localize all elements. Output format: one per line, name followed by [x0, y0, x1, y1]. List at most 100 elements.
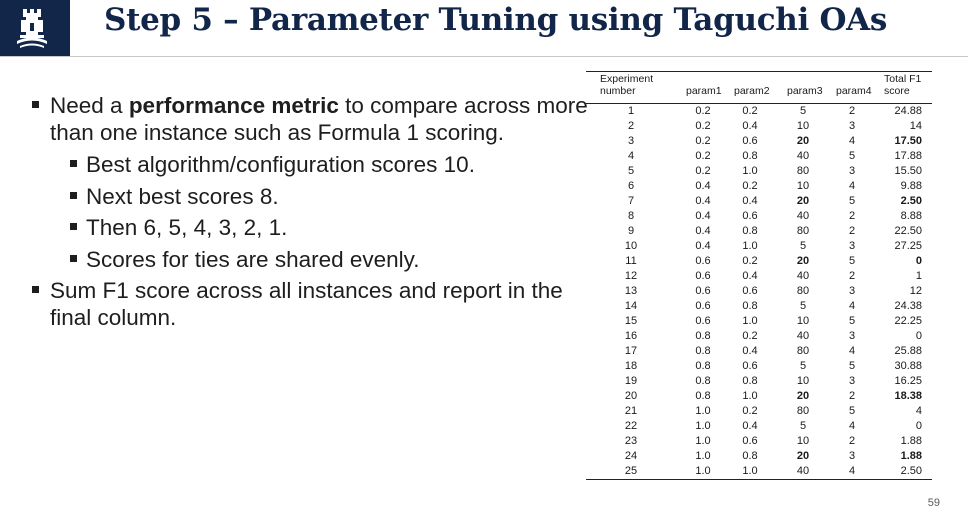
cell-param2: 1.0: [742, 165, 758, 177]
cell-param4: 3: [848, 165, 856, 177]
table-row: 4 0.2 0.8 40 5 17.88: [586, 149, 932, 164]
cell-param2: 0.8: [742, 300, 758, 312]
cell-total-f1: 1.88: [900, 450, 922, 462]
cell-param1: 0.2: [695, 105, 711, 117]
cell-param4: 2: [848, 210, 856, 222]
cell-total-f1: 14: [909, 120, 922, 132]
cell-param4: 4: [848, 135, 856, 147]
cell-experiment: 20: [624, 390, 638, 402]
cell-param1: 0.2: [695, 135, 711, 147]
cell-total-f1: 24.88: [894, 105, 922, 117]
cell-total-f1: 17.50: [894, 135, 922, 147]
cell-total-f1: 8.88: [900, 210, 922, 222]
table-header: Experiment number param1 param2 param3 pa…: [586, 71, 932, 104]
cell-param3: 20: [796, 390, 810, 402]
header-total-f1: Total F1 score: [884, 73, 922, 97]
header-param3: param3: [787, 85, 823, 97]
bullet-list: Need a performance metric to compare acr…: [30, 92, 590, 336]
cell-param1: 0.6: [695, 300, 711, 312]
cell-param3: 5: [799, 240, 807, 252]
cell-experiment: 8: [627, 210, 635, 222]
cell-experiment: 21: [624, 405, 638, 417]
cell-param4: 2: [848, 225, 856, 237]
cell-experiment: 6: [627, 180, 635, 192]
cell-experiment: 15: [624, 315, 638, 327]
header-param4: param4: [836, 85, 872, 97]
table-row: 15 0.6 1.0 10 5 22.25: [586, 314, 932, 329]
bullet-text-post: to compare across more than one instance…: [50, 93, 588, 145]
cell-param4: 5: [848, 255, 856, 267]
table-row: 19 0.8 0.8 10 3 16.25: [586, 374, 932, 389]
cell-param2: 0.6: [742, 210, 758, 222]
table-row: 12 0.6 0.4 40 2 1: [586, 269, 932, 284]
cell-param3: 80: [796, 345, 810, 357]
cell-param1: 0.4: [695, 180, 711, 192]
cell-experiment: 18: [624, 360, 638, 372]
cell-param3: 40: [796, 270, 810, 282]
cell-total-f1: 0: [915, 255, 922, 267]
cell-param2: 0.2: [742, 105, 758, 117]
castle-logo-icon: [17, 9, 47, 48]
cell-experiment: 10: [624, 240, 638, 252]
table-row: 23 1.0 0.6 10 2 1.88: [586, 434, 932, 449]
cell-param1: 0.8: [695, 360, 711, 372]
table-row: 8 0.4 0.6 40 2 8.88: [586, 209, 932, 224]
bullet-text: Sum F1 score across all instances and re…: [50, 278, 563, 330]
cell-param1: 0.6: [695, 270, 711, 282]
cell-param3: 40: [796, 465, 810, 477]
cell-param2: 0.8: [742, 225, 758, 237]
cell-param2: 0.2: [742, 330, 758, 342]
cell-experiment: 13: [624, 285, 638, 297]
header-param1: param1: [686, 85, 722, 97]
cell-total-f1: 1.88: [900, 435, 922, 447]
cell-experiment: 14: [624, 300, 638, 312]
cell-param4: 5: [848, 360, 856, 372]
cell-param3: 5: [799, 360, 807, 372]
cell-param4: 5: [848, 195, 856, 207]
cell-param3: 40: [796, 150, 810, 162]
cell-param2: 0.6: [742, 360, 758, 372]
cell-total-f1: 27.25: [894, 240, 922, 252]
cell-total-f1: 4: [915, 405, 922, 417]
cell-total-f1: 1: [915, 270, 922, 282]
cell-total-f1: 17.88: [894, 150, 922, 162]
table-row: 25 1.0 1.0 40 4 2.50: [586, 464, 932, 479]
cell-param4: 5: [848, 315, 856, 327]
table-row: 24 1.0 0.8 20 3 1.88: [586, 449, 932, 464]
cell-param1: 0.4: [695, 240, 711, 252]
bullet-marker-icon: [32, 101, 39, 108]
cell-param4: 2: [848, 105, 856, 117]
bullet-text-pre: Need a: [50, 93, 129, 118]
header-param2: param2: [734, 85, 770, 97]
cell-param3: 40: [796, 330, 810, 342]
subbullet-then-scores: Then 6, 5, 4, 3, 2, 1.: [30, 214, 590, 241]
cell-param4: 3: [848, 450, 856, 462]
cell-param1: 0.6: [695, 315, 711, 327]
cell-experiment: 2: [627, 120, 635, 132]
cell-total-f1: 0: [915, 330, 922, 342]
cell-param4: 4: [848, 345, 856, 357]
table-row: 5 0.2 1.0 80 3 15.50: [586, 164, 932, 179]
table-row: 6 0.4 0.2 10 4 9.88: [586, 179, 932, 194]
table-row: 17 0.8 0.4 80 4 25.88: [586, 344, 932, 359]
table-row: 22 1.0 0.4 5 4 0: [586, 419, 932, 434]
cell-param1: 0.4: [695, 210, 711, 222]
bullet-marker-icon: [32, 286, 39, 293]
cell-param1: 0.6: [695, 255, 711, 267]
table-row: 11 0.6 0.2 20 5 0: [586, 254, 932, 269]
cell-param2: 1.0: [742, 465, 758, 477]
table-row: 14 0.6 0.8 5 4 24.38: [586, 299, 932, 314]
bullet-marker-icon: [70, 160, 77, 167]
cell-param3: 10: [796, 120, 810, 132]
cell-experiment: 23: [624, 435, 638, 447]
cell-param3: 40: [796, 210, 810, 222]
cell-param1: 1.0: [695, 465, 711, 477]
cell-param3: 80: [796, 285, 810, 297]
table-row: 10 0.4 1.0 5 3 27.25: [586, 239, 932, 254]
cell-param2: 1.0: [742, 390, 758, 402]
cell-param1: 0.2: [695, 165, 711, 177]
cell-param3: 5: [799, 105, 807, 117]
cell-param2: 0.8: [742, 450, 758, 462]
table-body: 1 0.2 0.2 5 2 24.88 2 0.2 0.4 10 3 14 3 0.2 0.6 20 4 17.5…: [586, 104, 932, 480]
cell-param4: 2: [848, 270, 856, 282]
